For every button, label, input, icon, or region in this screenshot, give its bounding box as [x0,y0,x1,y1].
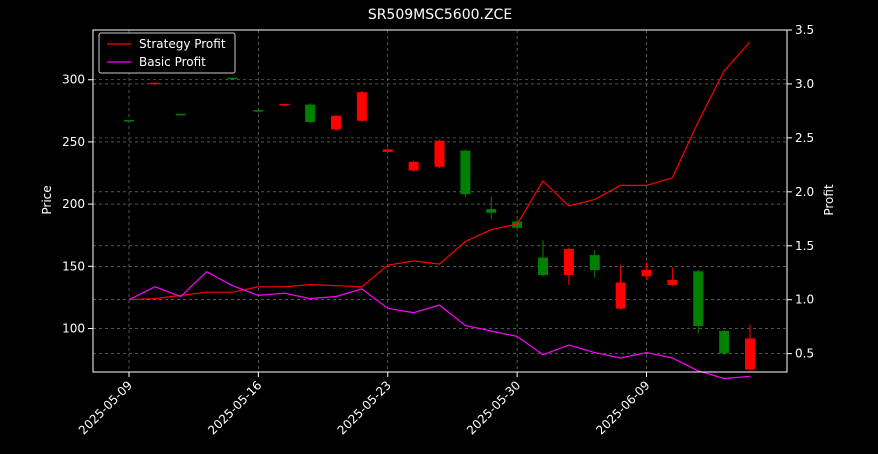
candle-body [693,271,704,326]
candle-body [641,270,652,277]
candle-body [538,257,548,275]
candle-body [745,338,755,370]
candle-body [175,113,186,116]
y-tick-label: 300 [62,73,85,87]
candle-body [486,209,497,213]
y2-tick-label: 2.5 [795,131,814,145]
x-tick-label: 2025-06-09 [593,378,652,437]
candle-body [719,330,730,354]
x-tick-label: 2025-05-16 [205,378,264,437]
x-tick-label: 2025-05-09 [76,378,135,437]
candle-body [615,282,626,309]
legend-box [98,32,236,74]
y2-tick-label: 1.0 [795,293,814,307]
y-tick-label: 250 [62,135,85,149]
candle-body [124,120,134,122]
x-tick-label: 2025-05-30 [464,378,523,437]
candle-body [563,248,574,275]
basic-profit-line [128,270,751,380]
candle-body [434,140,445,167]
candle-body [408,161,419,171]
legend-basic-label: Basic Profit [139,55,206,69]
y2-tick-label: 3.0 [795,77,814,91]
y2-tick-label: 2.0 [795,185,814,199]
candles-layer [124,38,755,371]
x-tick-label: 2025-05-23 [335,378,394,437]
candle-body [253,110,264,112]
candle-body [331,115,341,130]
axis-layer: 2025-05-09 2025-05-16 2025-05-23 2025-05-30… [62,23,814,437]
candle-body [460,150,471,195]
y2-tick-label: 1.5 [795,239,814,253]
y-axis-label: Price [40,185,54,214]
chart-title: SR509MSC5600.ZCE [368,7,512,23]
y2-tick-label: 3.5 [795,23,814,37]
grid-layer [93,29,787,372]
candle-body [589,255,600,271]
candle-body [356,92,367,121]
strategy-profit-line [128,41,751,301]
legend: Strategy Profit Basic Profit [98,32,236,74]
candlestick-chart: SR509MSC5600.ZCE Price Profit 2025-05-09… [40,7,836,437]
y-tick-label: 150 [62,259,85,273]
candle-body [305,104,316,123]
candle-body [227,77,238,80]
profit-lines-layer [128,41,751,380]
y-tick-label: 100 [62,321,85,335]
candle-body [149,82,160,85]
y-tick-label: 200 [62,197,85,211]
plot-frame [92,29,788,373]
candle-body [667,279,678,285]
y2-tick-label: 0.5 [795,347,814,361]
candle-body [279,103,290,106]
y2-axis-label: Profit [822,184,836,216]
chart-panel: SR509MSC5600.ZCE Price Profit 2025-05-09… [35,0,843,450]
legend-strategy-label: Strategy Profit [139,37,226,51]
candle-body [382,149,393,152]
